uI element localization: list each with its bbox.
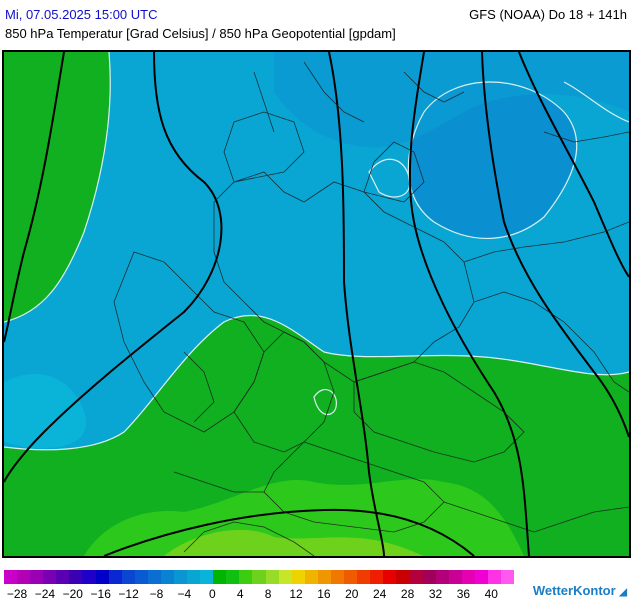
mild-air-southwest	[4, 373, 86, 449]
colorbar-tick-label: −12	[118, 587, 139, 601]
colorbar-swatch	[108, 570, 122, 584]
colorbar-swatch	[17, 570, 31, 584]
forecast-date: Mi, 07.05.2025 15:00 UTC	[5, 7, 158, 22]
cold-air-north	[274, 52, 629, 148]
colorbar-swatch	[95, 570, 109, 584]
colorbar-swatch	[304, 570, 318, 584]
colorbar-tick-label: 8	[264, 587, 272, 601]
colorbar-swatch	[461, 570, 475, 584]
weather-map[interactable]	[2, 50, 631, 558]
colorbar-swatch	[448, 570, 462, 584]
colorbar-ticks: −28 −24 −20 −16 −12 −8 −4 0 4 8 12 16 20 24 28 32 36 40	[0, 587, 520, 601]
colorbar-swatch	[121, 570, 135, 584]
colorbar-swatch	[317, 570, 331, 584]
colorbar-swatch	[396, 570, 410, 584]
colorbar-swatch	[4, 570, 18, 584]
colorbar-tick-label: 4	[236, 587, 244, 601]
colorbar-tick-label: 16	[317, 587, 331, 601]
colorbar-swatch	[226, 570, 240, 584]
colorbar-swatch	[487, 570, 501, 584]
colorbar-tick-label: 36	[456, 587, 471, 601]
colorbar-swatch	[344, 570, 358, 584]
colorbar-swatch	[187, 570, 201, 584]
colorbar-swatch	[69, 570, 83, 584]
colorbar-swatch	[435, 570, 449, 584]
warmest-air-south	[164, 529, 424, 556]
colorbar-swatch	[239, 570, 253, 584]
wetterkontor-logo: WetterKontor ◢	[532, 583, 627, 598]
warm-air-west	[4, 52, 111, 322]
colorbar-swatch	[370, 570, 384, 584]
colorbar-swatch	[291, 570, 305, 584]
colorbar-swatch	[200, 570, 214, 584]
colorbar-tick-label: 12	[289, 587, 303, 601]
colorbar-swatch	[134, 570, 148, 584]
colorbar-tick-label: 24	[373, 587, 387, 601]
model-run-label: GFS (NOAA) Do 18 + 141h	[469, 7, 627, 22]
geopotential-lines	[4, 52, 629, 556]
colorbar-swatch	[213, 570, 227, 584]
colorbar-tick-label: −16	[90, 587, 111, 601]
colorbar-swatch	[383, 570, 397, 584]
colorbar-swatch	[82, 570, 96, 584]
colorbar-tick-label: 40	[484, 587, 498, 601]
colorbar-tick-label: −24	[34, 587, 56, 601]
colorbar-swatch	[330, 570, 345, 584]
colorbar-swatch	[474, 570, 488, 584]
warmer-air-south	[84, 479, 524, 556]
colorbar-swatch	[500, 570, 515, 584]
colorbar-tick-label: −8	[149, 587, 164, 601]
colorbar-swatch	[174, 570, 188, 584]
colorbar-tick-label: −20	[62, 587, 83, 601]
colorbar-tick-label: −4	[177, 587, 192, 601]
colorbar-swatch	[278, 570, 292, 584]
colorbar-swatch	[147, 570, 161, 584]
colorbar-swatch	[265, 570, 279, 584]
colorbar-swatch	[252, 570, 266, 584]
colorbar-swatch	[409, 570, 423, 584]
temperature-map-svg	[4, 52, 629, 556]
parameter-description: 850 hPa Temperatur [Grad Celsius] / 850 …	[5, 26, 396, 41]
colorbar-tick-label: 0	[208, 587, 216, 601]
colorbar-swatch	[30, 570, 44, 584]
colorbar-tick-label: 28	[400, 587, 415, 601]
colorbar-tick-label: 32	[428, 587, 443, 601]
colorbar-tick-label: −28	[6, 587, 28, 601]
colorbar-swatch	[43, 570, 57, 584]
colorbar-swatch	[422, 570, 436, 584]
colorbar-swatch	[56, 570, 70, 584]
country-borders	[113, 61, 629, 556]
colorbar-tick-label: 20	[345, 587, 359, 601]
colorbar-swatch	[160, 570, 175, 584]
colorbar-swatch	[357, 570, 371, 584]
temperature-colorbar	[4, 570, 515, 584]
logo-icon: ◢	[619, 587, 627, 598]
